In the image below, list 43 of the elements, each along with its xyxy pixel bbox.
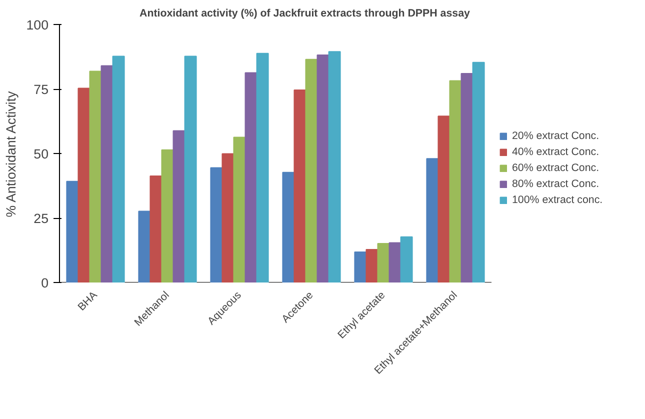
bar [316, 54, 330, 282]
bar [282, 172, 295, 282]
bar [89, 70, 102, 282]
y-tick-label: 100 [26, 18, 49, 32]
legend-label: 80% extract Conc. [512, 177, 600, 191]
bar [294, 90, 306, 282]
bar [150, 175, 162, 282]
legend-label: 20% extract Conc. [512, 129, 600, 143]
bar [354, 252, 367, 282]
bar [328, 51, 341, 282]
bar [460, 73, 474, 282]
bar [161, 149, 174, 282]
x-tick-label: BHA [76, 288, 100, 314]
y-tick-label: 75 [34, 82, 49, 97]
bar [472, 62, 485, 282]
legend-label: 60% extract Conc. [512, 161, 600, 175]
chart-title: Antioxidant activity (%) of Jackfruit extracts through DPPH assay [140, 8, 470, 20]
bar [438, 116, 450, 282]
y-tick-label: 0 [41, 276, 49, 290]
bar [305, 58, 318, 282]
bar [100, 65, 114, 282]
bar [210, 167, 223, 282]
bar [184, 56, 197, 282]
bar [112, 56, 125, 282]
bar [233, 136, 246, 282]
bar [66, 180, 79, 282]
bar [388, 242, 402, 282]
bar [244, 72, 258, 282]
bar [449, 80, 462, 282]
bar [400, 236, 413, 282]
bar [377, 243, 390, 282]
y-tick-label: 50 [34, 146, 49, 162]
bar [366, 248, 378, 282]
bar [256, 52, 269, 282]
bar [78, 88, 90, 282]
y-tick-label: 25 [34, 211, 49, 226]
y-axis-title: % Antioxidant Activity [3, 90, 18, 218]
bar [222, 153, 234, 282]
bar [138, 210, 151, 282]
bar [426, 158, 439, 282]
legend-label: 40% extract Conc. [512, 145, 600, 159]
bar [172, 130, 186, 282]
legend-label: 100% extract conc. [512, 193, 603, 207]
